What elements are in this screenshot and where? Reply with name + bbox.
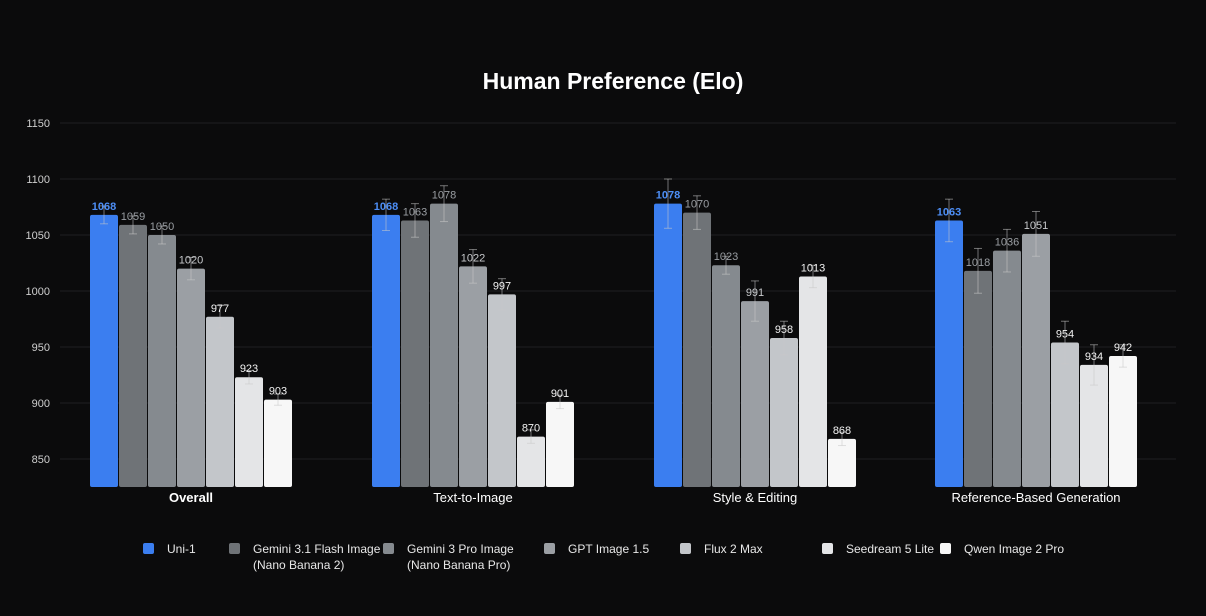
bar — [654, 203, 682, 487]
data-label: 1078 — [656, 190, 680, 202]
bar — [1051, 342, 1079, 487]
x-category-label: Style & Editing — [713, 490, 798, 505]
bar — [264, 399, 292, 487]
data-label: 1059 — [121, 211, 145, 223]
legend-swatch — [229, 543, 240, 554]
legend-label-line1: Gemini 3 Pro Image — [407, 542, 514, 556]
y-tick-label: 1050 — [26, 230, 50, 242]
legend-swatch — [822, 543, 833, 554]
bar — [712, 265, 740, 487]
bar — [546, 401, 574, 487]
legend-label: Seedream 5 Lite — [846, 541, 934, 557]
bar — [1080, 364, 1108, 487]
data-label: 934 — [1085, 351, 1103, 363]
bar — [235, 377, 263, 487]
data-label: 954 — [1056, 329, 1074, 341]
data-label: 901 — [551, 388, 569, 400]
legend-item: Flux 2 Max — [680, 541, 763, 557]
x-category-label: Overall — [169, 490, 213, 505]
legend-label-line1: Uni-1 — [167, 542, 196, 556]
legend-label: Uni-1 — [167, 541, 196, 557]
data-label: 997 — [493, 280, 511, 292]
data-label: 1051 — [1024, 220, 1048, 232]
data-label: 977 — [211, 303, 229, 315]
bar — [935, 220, 963, 487]
legend-item: Uni-1 — [143, 541, 196, 557]
bar — [741, 301, 769, 487]
legend-label-line1: GPT Image 1.5 — [568, 542, 650, 556]
chart-title: Human Preference (Elo) — [483, 68, 744, 94]
legend-item: Gemini 3.1 Flash Image (Nano Banana 2) — [229, 541, 380, 573]
data-label: 923 — [240, 363, 258, 375]
legend-item: Gemini 3 Pro Image (Nano Banana Pro) — [383, 541, 514, 573]
legend-label: Gemini 3 Pro Image (Nano Banana Pro) — [407, 541, 514, 573]
bar — [148, 235, 176, 487]
data-label: 870 — [522, 423, 540, 435]
data-label: 1018 — [966, 257, 990, 269]
bar — [401, 220, 429, 487]
legend-label-line2: (Nano Banana 2) — [253, 558, 345, 572]
y-tick-label: 850 — [32, 454, 50, 466]
data-label: 991 — [746, 287, 764, 299]
legend-item: Qwen Image 2 Pro — [940, 541, 1064, 557]
legend-label-line2: (Nano Banana Pro) — [407, 558, 511, 572]
bar — [993, 250, 1021, 487]
legend-label-line1: Qwen Image 2 Pro — [964, 542, 1065, 556]
bar — [459, 266, 487, 487]
legend-label: GPT Image 1.5 — [568, 541, 649, 557]
data-label: 1068 — [92, 201, 116, 213]
bar — [488, 294, 516, 487]
data-label: 1036 — [995, 237, 1019, 249]
data-label: 1020 — [179, 255, 203, 267]
legend-item: Seedream 5 Lite — [822, 541, 934, 557]
data-label: 868 — [833, 425, 851, 437]
data-label: 1023 — [714, 251, 738, 263]
data-label: 942 — [1114, 342, 1132, 354]
legend-swatch — [143, 543, 154, 554]
legend-swatch — [383, 543, 394, 554]
bar — [206, 316, 234, 487]
legend-label: Gemini 3.1 Flash Image (Nano Banana 2) — [253, 541, 380, 573]
data-label: 1063 — [403, 206, 427, 218]
legend-label: Flux 2 Max — [704, 541, 763, 557]
bar — [372, 214, 400, 487]
bar — [430, 203, 458, 487]
legend-label: Qwen Image 2 Pro — [964, 541, 1064, 557]
y-tick-label: 1100 — [26, 174, 50, 186]
bar — [119, 224, 147, 488]
x-category-label: Reference-Based Generation — [951, 490, 1120, 505]
bar — [1022, 233, 1050, 487]
legend-swatch — [680, 543, 691, 554]
bar — [964, 270, 992, 487]
y-tick-label: 1000 — [26, 286, 50, 298]
legend-label-line1: Gemini 3.1 Flash Image — [253, 542, 381, 556]
bar — [683, 212, 711, 487]
bar — [1109, 355, 1137, 487]
legend-label-line1: Seedream 5 Lite — [846, 542, 935, 556]
data-label: 903 — [269, 386, 287, 398]
legend-label-line1: Flux 2 Max — [704, 542, 763, 556]
data-label: 1063 — [937, 206, 961, 218]
legend-swatch — [544, 543, 555, 554]
bar — [177, 268, 205, 487]
bar — [799, 276, 827, 487]
bar — [517, 436, 545, 487]
data-label: 1050 — [150, 221, 174, 233]
y-tick-label: 900 — [32, 398, 50, 410]
data-label: 1078 — [432, 190, 456, 202]
legend-swatch — [940, 543, 951, 554]
bar — [90, 214, 118, 487]
x-category-label: Text-to-Image — [433, 490, 512, 505]
data-label: 958 — [775, 324, 793, 336]
y-tick-label: 1150 — [26, 118, 50, 130]
bar — [770, 338, 798, 487]
data-label: 1022 — [461, 252, 485, 264]
bar — [828, 438, 856, 487]
data-label: 1013 — [801, 262, 825, 274]
data-label: 1068 — [374, 201, 398, 213]
y-tick-label: 950 — [32, 342, 50, 354]
data-label: 1070 — [685, 199, 709, 211]
legend-item: GPT Image 1.5 — [544, 541, 649, 557]
